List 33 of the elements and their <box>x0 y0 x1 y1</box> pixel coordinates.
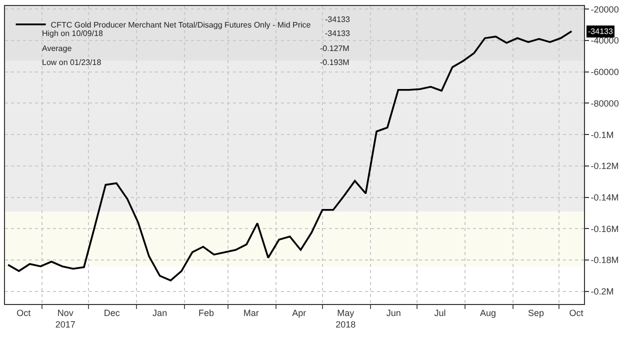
x-tick-label: Dec <box>104 308 120 318</box>
annotation: Average <box>42 44 72 53</box>
annotation: -34133 <box>325 15 350 24</box>
y-tick-label: -0.18M <box>590 255 619 266</box>
y-tick-label: -60000 <box>590 67 619 78</box>
line-series <box>7 30 573 282</box>
y-tick-label: -0.1M <box>590 130 614 140</box>
annotation: -0.127M <box>320 44 350 53</box>
text: -34133 <box>588 27 614 36</box>
x-tick-label: Jan <box>152 308 168 318</box>
x-tick-label: Nov 2017 <box>55 308 76 330</box>
y-tick-label: -0.14M <box>590 192 619 202</box>
x-tick-label: Apr <box>292 308 306 318</box>
x-tick-label: Oct <box>16 308 32 318</box>
annotation: -34133 <box>325 29 350 38</box>
x-tick-label: Aug <box>480 308 496 318</box>
annotation: Low on 01/23/18 <box>42 58 102 67</box>
y-tick-label: -0.12M <box>590 161 619 172</box>
x-tick-label: Sep <box>528 308 544 318</box>
y-tick-label: -0.2M <box>590 286 614 297</box>
x-tick-label: Oct <box>569 308 584 318</box>
x-tick-label: Jul <box>434 308 446 318</box>
y-tick-label: -0.16M <box>590 224 619 234</box>
y-tick-label: -40000 <box>590 36 619 46</box>
x-tick-label: May 2018 <box>336 308 356 330</box>
y-tick-label: -20000 <box>590 4 619 14</box>
y-tick-label: -80000 <box>590 98 619 108</box>
x-tick-label: Feb <box>198 308 214 318</box>
annotation: High on 10/09/18 <box>42 29 104 38</box>
legend-label: CFTC Gold Producer Merchant Net Total/Disagg Futures Only - Mid Price <box>50 20 312 30</box>
x-tick-label: Mar <box>243 308 259 318</box>
annotation: -0.193M <box>320 58 350 67</box>
x-tick-label: Jun <box>386 308 401 318</box>
